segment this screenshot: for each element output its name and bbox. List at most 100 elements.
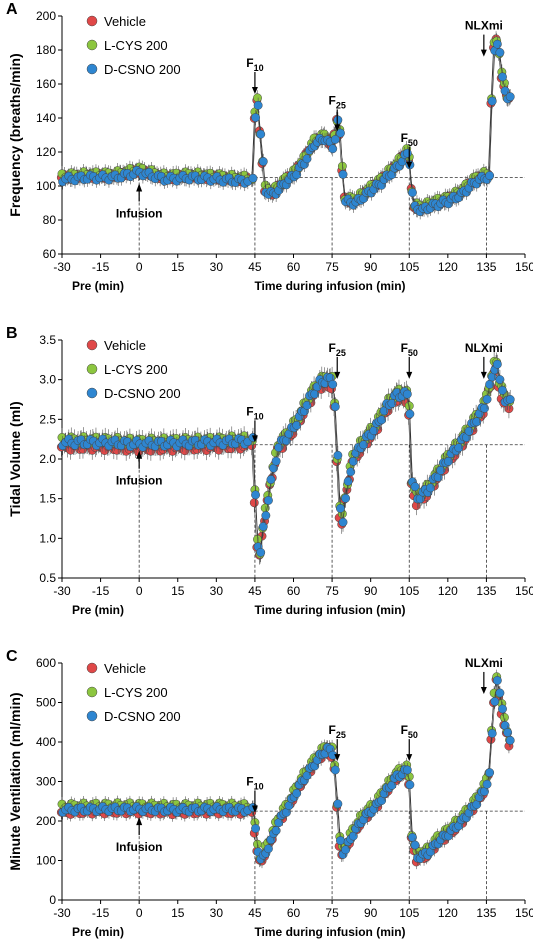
data-point xyxy=(402,765,412,775)
x-tick-label: 135 xyxy=(476,906,496,920)
x-tick-label: 60 xyxy=(287,584,301,598)
data-point xyxy=(335,128,345,138)
x-tick-label: -15 xyxy=(92,260,110,274)
legend-label: L-CYS 200 xyxy=(104,362,168,377)
data-point xyxy=(487,96,497,106)
legend-label: D-CSNO 200 xyxy=(104,709,181,724)
y-tick-label: 80 xyxy=(43,213,57,227)
y-tick-label: 3.0 xyxy=(39,373,56,387)
data-point xyxy=(485,768,495,778)
legend-swatch xyxy=(86,339,98,351)
data-point xyxy=(498,704,507,714)
data-point xyxy=(333,115,343,125)
y-tick-label: 180 xyxy=(36,43,56,57)
x-tick-label: 105 xyxy=(399,906,419,920)
data-point xyxy=(251,490,261,500)
data-point xyxy=(266,475,276,485)
data-point xyxy=(335,504,345,513)
y-tick-label: 1.5 xyxy=(39,492,56,506)
infusion-label: Infusion xyxy=(116,207,163,221)
data-point xyxy=(402,389,412,399)
y-axis-label: Frequency (breaths/min) xyxy=(7,53,23,216)
data-point xyxy=(256,129,266,139)
x-tick-label: -30 xyxy=(53,584,71,598)
data-point xyxy=(495,48,505,57)
event-label: F50 xyxy=(401,341,418,358)
x-tick-label: 135 xyxy=(476,260,496,274)
data-point xyxy=(500,86,510,96)
data-point xyxy=(492,39,502,49)
x-tick-label: 75 xyxy=(325,906,339,920)
x-tick-label: 105 xyxy=(399,260,419,274)
legend-label: Vehicle xyxy=(104,661,146,676)
x-tick-label: 0 xyxy=(136,906,143,920)
data-point xyxy=(498,385,507,395)
arrow-head xyxy=(480,49,487,57)
legend: Vehicle L-CYS 200 D-CSNO 200 xyxy=(86,14,181,77)
data-point xyxy=(271,826,281,836)
data-point xyxy=(498,72,507,82)
data-point xyxy=(490,697,500,706)
data-point xyxy=(251,824,261,833)
data-point xyxy=(492,359,502,369)
data-point xyxy=(408,188,417,198)
x-tick-label: 45 xyxy=(248,584,262,598)
y-tick-label: 300 xyxy=(36,775,56,789)
data-point xyxy=(292,788,302,798)
x-tick-label: 90 xyxy=(364,584,378,598)
x-tick-label: 150 xyxy=(515,584,533,598)
data-point xyxy=(253,100,263,110)
event-label: F10 xyxy=(246,56,263,73)
x-tick-label: 75 xyxy=(325,584,339,598)
x-axis-label-main: Time during infusion (min) xyxy=(254,279,405,293)
arrow-head xyxy=(251,805,258,813)
event-label: F50 xyxy=(401,723,418,740)
arrow-head xyxy=(406,754,413,762)
x-axis-label-pre: Pre (min) xyxy=(72,603,124,617)
data-point xyxy=(263,495,273,505)
x-tick-label: 90 xyxy=(364,906,378,920)
data-point xyxy=(359,440,369,450)
y-tick-label: 200 xyxy=(36,814,56,828)
data-point xyxy=(487,728,497,738)
data-point xyxy=(410,840,420,850)
data-point xyxy=(464,426,474,436)
arrow-head xyxy=(136,450,143,459)
data-point xyxy=(405,780,415,790)
panel-B: B 0.5 1.0 1.5 2.0 2.5 3.0 3.5 -30 -15 0 15 30 45 60 75 9… xyxy=(6,325,533,617)
x-tick-label: -15 xyxy=(92,584,110,598)
data-point xyxy=(330,765,340,775)
data-point xyxy=(482,394,492,404)
panel-letter: C xyxy=(6,648,18,665)
data-point xyxy=(302,771,312,781)
event-label: F25 xyxy=(329,93,346,110)
y-tick-label: 120 xyxy=(36,145,56,159)
x-tick-label: 120 xyxy=(438,260,458,274)
x-tick-label: 60 xyxy=(287,260,301,274)
arrow-head xyxy=(406,371,413,379)
x-tick-label: -30 xyxy=(53,906,71,920)
y-tick-label: 0.5 xyxy=(39,571,56,585)
data-point xyxy=(495,688,505,698)
legend-swatch xyxy=(86,15,98,27)
x-tick-label: 120 xyxy=(438,584,458,598)
data-point xyxy=(454,443,464,453)
legend: Vehicle L-CYS 200 D-CSNO 200 xyxy=(86,338,181,401)
data-point xyxy=(328,144,338,154)
y-tick-label: 2.5 xyxy=(39,412,56,426)
data-point xyxy=(330,402,340,412)
event-label: F10 xyxy=(246,404,263,421)
legend-label: D-CSNO 200 xyxy=(104,62,181,77)
x-tick-label: 30 xyxy=(210,906,224,920)
y-tick-label: 0 xyxy=(49,893,56,907)
data-point xyxy=(258,522,268,532)
data-point xyxy=(387,398,397,408)
data-point xyxy=(302,400,312,410)
data-point xyxy=(426,483,435,493)
data-point xyxy=(261,511,271,520)
x-tick-label: 45 xyxy=(248,260,262,274)
x-tick-label: 120 xyxy=(438,906,458,920)
y-tick-label: 3.5 xyxy=(39,333,56,347)
arrow-head xyxy=(480,371,487,379)
